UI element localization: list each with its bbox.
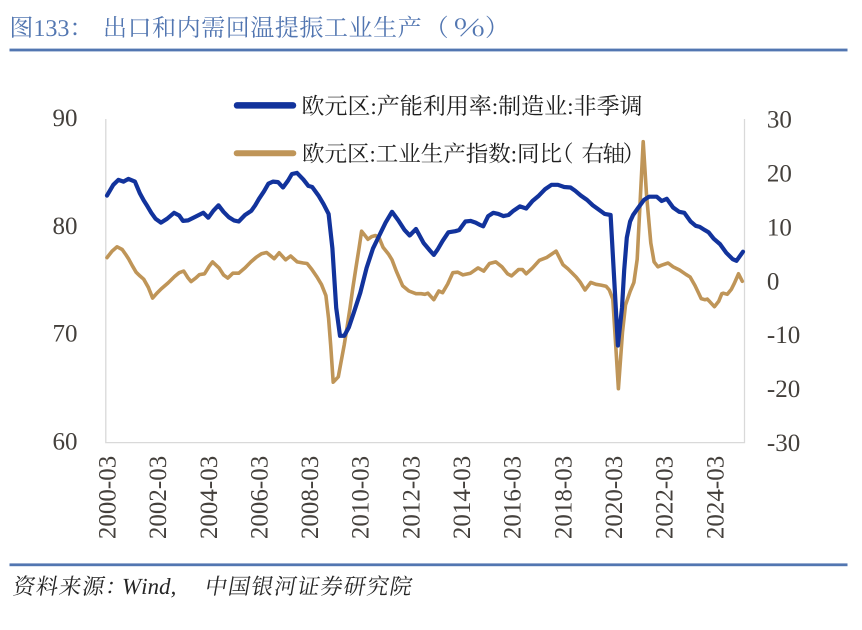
svg-text:80: 80 [53, 213, 78, 240]
svg-text:2012-03: 2012-03 [398, 456, 425, 539]
svg-text:-20: -20 [767, 376, 800, 403]
svg-text:2006-03: 2006-03 [246, 456, 273, 539]
svg-text:0: 0 [767, 268, 780, 295]
svg-text:2004-03: 2004-03 [196, 456, 223, 539]
svg-text:2020-03: 2020-03 [601, 456, 628, 539]
svg-text:2018-03: 2018-03 [550, 456, 577, 539]
svg-text:2014-03: 2014-03 [449, 456, 476, 539]
svg-text:-30: -30 [767, 430, 800, 457]
svg-text:90: 90 [53, 105, 78, 132]
svg-text:10: 10 [767, 214, 792, 241]
svg-text:2000-03: 2000-03 [95, 456, 122, 539]
svg-text:30: 30 [767, 107, 792, 134]
svg-text:20: 20 [767, 160, 792, 187]
svg-text:2024-03: 2024-03 [702, 456, 729, 539]
svg-text:-10: -10 [767, 322, 800, 349]
svg-text:70: 70 [53, 321, 78, 348]
svg-text:2010-03: 2010-03 [348, 456, 375, 539]
svg-text:60: 60 [53, 429, 78, 456]
svg-text:2022-03: 2022-03 [652, 456, 679, 539]
svg-text:2002-03: 2002-03 [145, 456, 172, 539]
svg-text:2008-03: 2008-03 [297, 456, 324, 539]
svg-text:2016-03: 2016-03 [500, 456, 527, 539]
